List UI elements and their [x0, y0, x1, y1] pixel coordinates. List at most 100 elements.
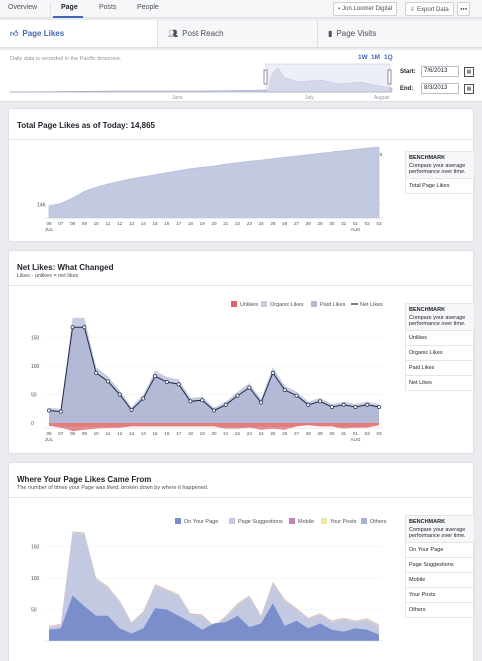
benchmark-item[interactable]: Organic Likes	[405, 346, 475, 361]
legend-label: Unlikes	[240, 302, 258, 308]
tab-page-likes[interactable]: 👍︎ Page Likes	[0, 20, 158, 47]
y-tick-label: 100	[31, 364, 40, 370]
tab-people[interactable]: People	[137, 4, 159, 11]
legend-label: On Your Page	[184, 519, 218, 525]
x-tick-label: 21	[223, 431, 229, 436]
benchmark-item[interactable]: Page Suggestions	[405, 558, 475, 573]
card-title: Net Likes: What Changed	[17, 263, 114, 272]
y-tick-label: 150	[31, 545, 40, 551]
x-tick-label: 09	[82, 431, 88, 436]
x-tick-label: 21	[223, 221, 229, 226]
net-likes-point	[188, 399, 193, 404]
y-tick-label: 50	[31, 393, 37, 399]
net-likes-point	[259, 400, 264, 405]
benchmark-item[interactable]: Total Page Likes	[405, 179, 475, 194]
tab-post-reach[interactable]: 👥︎ Post Reach	[158, 20, 318, 47]
like-sources-card: Where Your Page Likes Came From The numb…	[8, 462, 475, 661]
x-tick-label: 17	[176, 221, 182, 226]
legend-swatch	[289, 518, 295, 524]
x-tick-label: 10	[94, 221, 100, 226]
benchmark-item[interactable]: Others	[405, 603, 475, 618]
x-tick-label: 28	[306, 431, 312, 436]
total-likes-area	[48, 146, 380, 219]
x-tick-label: 12	[117, 221, 123, 226]
range-1q-button[interactable]: 1Q	[384, 54, 393, 61]
benchmark-item[interactable]: Paid Likes	[405, 361, 475, 376]
more-icon: ●●●	[460, 6, 468, 11]
x-tick-label: 19	[200, 221, 206, 226]
export-data-button[interactable]: ⇩ Export Data	[405, 2, 454, 16]
x-tick-label: 17	[176, 431, 182, 436]
net-likes-point	[235, 393, 240, 398]
range-1m-button[interactable]: 1M	[371, 54, 381, 61]
more-button[interactable]: ●●●	[457, 2, 471, 16]
tab-page[interactable]: Page	[61, 4, 78, 11]
x-tick-label: 25	[270, 431, 276, 436]
people-icon: 👥︎	[168, 29, 179, 38]
benchmark-item[interactable]: Mobile	[405, 573, 475, 588]
x-tick-label: 29	[318, 221, 324, 226]
y-tick-label: 0	[31, 421, 34, 427]
end-date-field[interactable]: 8/3/2013	[421, 83, 459, 94]
benchmark-desc: Compare your average performance over ti…	[409, 315, 466, 327]
divider	[9, 285, 473, 286]
card-subtitle: The number of times your Page was liked,…	[17, 485, 209, 491]
month-label: July	[305, 95, 314, 101]
x-tick-label: 18	[188, 431, 194, 436]
tab-overview[interactable]: Overview	[8, 4, 38, 11]
net-likes-point	[306, 402, 311, 407]
legend-label: Your Posts	[330, 519, 357, 525]
net-likes-point	[329, 405, 334, 409]
benchmark-item[interactable]: Unlikes	[405, 331, 475, 346]
benchmark-item[interactable]: Net Likes	[405, 376, 475, 391]
x-tick-label: 02	[365, 431, 371, 436]
page-name-button[interactable]: ▪ Jon Loomer Digital	[333, 2, 398, 16]
range-slider[interactable]	[0, 50, 482, 102]
net-likes-point	[117, 392, 122, 397]
legend-label: Organic Likes	[270, 302, 304, 308]
x-tick-label: 08	[70, 431, 76, 436]
net-likes-point	[94, 370, 99, 375]
net-likes-point	[200, 398, 205, 403]
net-likes-point	[82, 325, 87, 330]
tab-label: Page Visits	[336, 29, 377, 38]
net-likes-point	[270, 370, 275, 375]
benchmark-item[interactable]: Your Posts	[405, 588, 475, 603]
on-your-page-area	[49, 595, 379, 641]
calendar-icon[interactable]: ▦	[464, 84, 474, 94]
x-tick-label: 13	[129, 221, 135, 226]
tab-posts[interactable]: Posts	[99, 4, 117, 11]
metric-tabs: 👍︎ Page Likes 👥︎ Post Reach ▮ Page Visits	[0, 20, 482, 48]
date-range-bar: Daily data is recorded in the Pacific ti…	[0, 50, 482, 102]
legend-swatch	[361, 518, 367, 524]
net-likes-point	[129, 407, 134, 412]
net-likes-point	[105, 379, 110, 384]
x-tick-label: 10	[94, 431, 100, 436]
calendar-icon[interactable]: ▦	[464, 67, 474, 77]
range-1w-button[interactable]: 1W	[358, 54, 368, 61]
benchmark-title: BENCHMARK	[409, 307, 446, 313]
x-tick-label: 30	[329, 431, 335, 436]
net-likes-point	[141, 396, 146, 401]
legend-label: Others	[370, 519, 387, 525]
range-handle-right[interactable]	[387, 69, 392, 85]
tab-page-visits[interactable]: ▮ Page Visits	[318, 20, 482, 47]
net-likes-point	[70, 325, 75, 330]
benchmark-item[interactable]: On Your Page	[405, 543, 475, 558]
total-likes-card: Total Page Likes as of Today: 14,865 Tot…	[8, 108, 475, 242]
x-tick-label: 20	[211, 221, 217, 226]
start-date-field[interactable]: 7/6/2013	[421, 66, 459, 77]
x-tick-label: 26	[282, 431, 288, 436]
legend-swatch	[321, 518, 327, 524]
x-tick-label: 15	[153, 221, 159, 226]
x-tick-label: 16	[164, 221, 170, 226]
x-month-label: AUG	[350, 437, 360, 442]
month-label: June	[172, 95, 183, 101]
x-tick-label: 27	[294, 431, 300, 436]
range-handle-left[interactable]	[263, 69, 268, 85]
net-likes-point	[318, 399, 323, 404]
net-likes-point	[341, 402, 346, 407]
benchmark-title: BENCHMARK	[409, 519, 446, 525]
selected-range[interactable]	[265, 63, 391, 93]
net-likes-chart: Unlikes Organic Likes Paid Likes Net Likes 1…	[31, 301, 383, 442]
